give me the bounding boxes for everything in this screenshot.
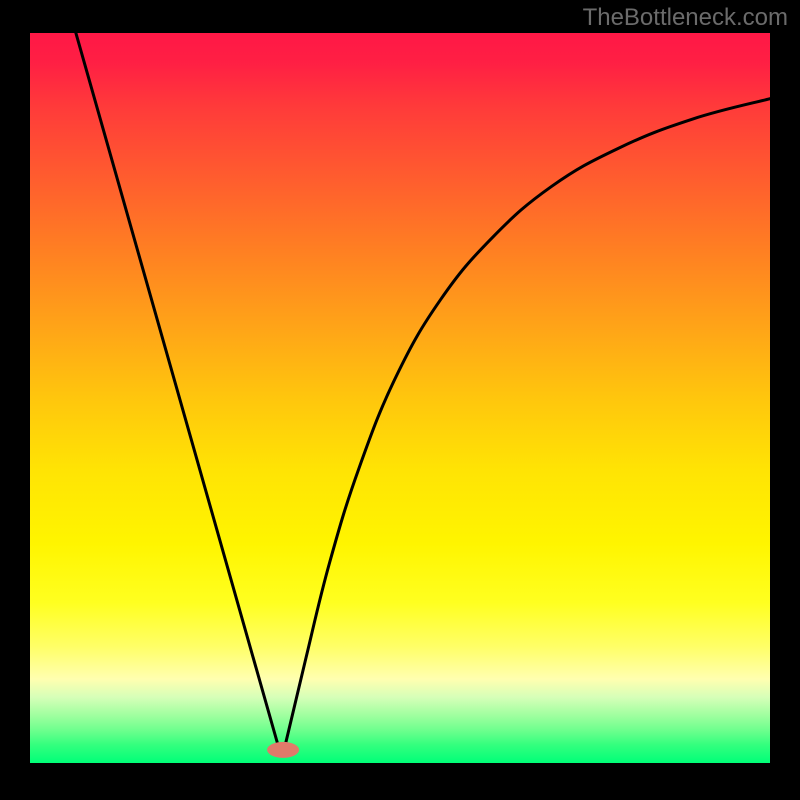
- plot-background: [30, 33, 770, 763]
- chart-container: TheBottleneck.com: [0, 0, 800, 800]
- watermark-text: TheBottleneck.com: [583, 4, 788, 32]
- bottleneck-chart: [30, 33, 770, 763]
- bottleneck-marker: [267, 742, 299, 758]
